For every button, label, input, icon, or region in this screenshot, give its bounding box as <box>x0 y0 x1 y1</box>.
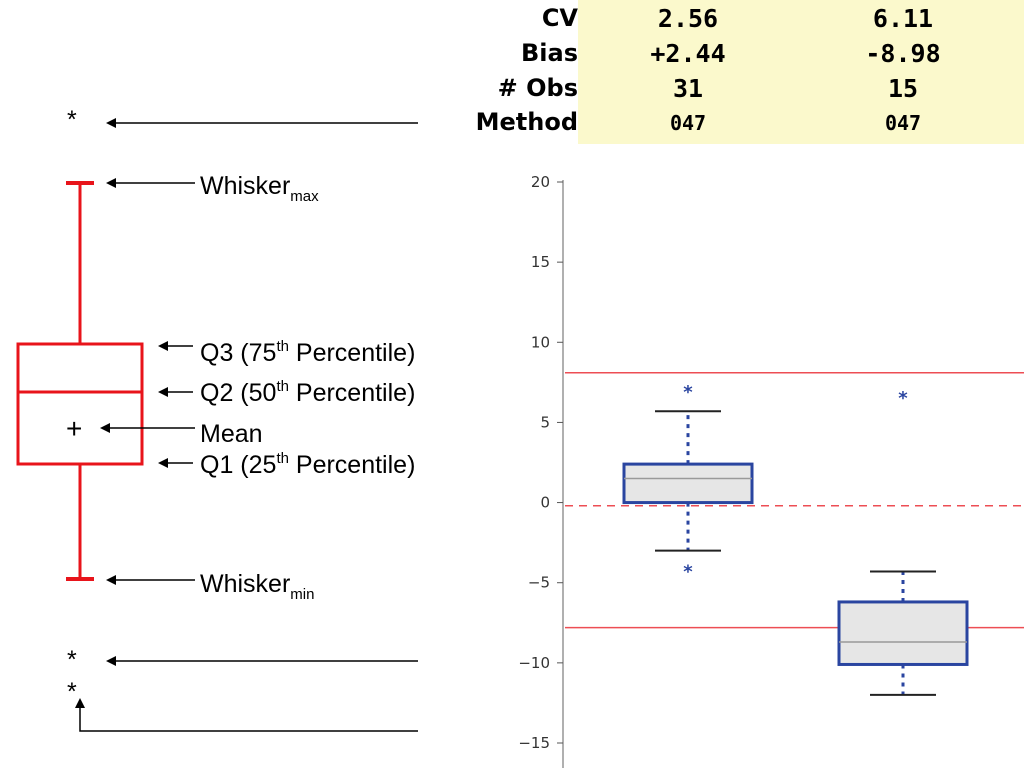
obs-label: # Obs <box>497 74 578 102</box>
outlier-marker-low-2: * <box>67 678 77 706</box>
bias-value-2: -8.98 <box>865 39 941 68</box>
stats-row-method: Method 047 047 <box>440 108 1024 143</box>
box-1 <box>622 462 754 505</box>
q1-label: Q1 (25th Percentile) <box>200 450 415 479</box>
y-tick-label: −5 <box>528 574 550 592</box>
method-value-1: 047 <box>669 111 707 135</box>
y-tick-label: 15 <box>531 253 550 271</box>
legend-mean-marker: + <box>66 413 82 444</box>
outlier-marker-top: * <box>67 106 77 134</box>
obs-value-1: 31 <box>672 74 704 103</box>
outlier-marker-low-1: * <box>67 646 77 674</box>
y-tick-label: −10 <box>518 654 550 672</box>
method-value-2: 047 <box>884 111 922 135</box>
y-tick-label: 0 <box>540 494 550 512</box>
outlier-1-1: * <box>683 382 693 403</box>
y-tick-label: 10 <box>531 333 550 351</box>
whisker-min-label: Whiskermin <box>200 570 314 603</box>
outlier-2-1: * <box>898 388 908 409</box>
outlier-1-2: * <box>683 561 693 582</box>
stats-row-obs: # Obs 31 15 <box>440 74 1024 109</box>
y-tick-label: 20 <box>531 173 550 191</box>
stats-row-bias: Bias +2.44 -8.98 <box>440 39 1024 74</box>
stats-row-cv: CV 2.56 6.11 <box>440 4 1024 39</box>
mean-label: Mean <box>200 420 263 448</box>
stats-table: CV 2.56 6.11 Bias +2.44 -8.98 # Obs 31 1… <box>440 0 1024 144</box>
whisker-max-label: Whiskermax <box>200 172 319 205</box>
bias-label: Bias <box>521 39 578 67</box>
bias-value-1: +2.44 <box>650 39 726 68</box>
obs-value-2: 15 <box>887 74 919 103</box>
legend-box <box>16 342 144 466</box>
cv-label: CV <box>541 4 578 32</box>
stats-table-background <box>578 0 1024 144</box>
box-2 <box>837 600 969 666</box>
y-tick-label: −15 <box>518 734 550 752</box>
q3-label: Q3 (75th Percentile) <box>200 338 415 367</box>
boxplot-legend: * Whiskermax + Q3 (75th Percentile) Q2 (… <box>16 106 418 732</box>
cv-value-1: 2.56 <box>657 4 719 33</box>
box-plot-chart: 20 15 10 5 0 −5 −10 −15 * * * <box>518 173 1024 768</box>
cv-value-2: 6.11 <box>872 4 934 33</box>
y-tick-label: 5 <box>540 413 550 431</box>
method-label: Method <box>475 108 578 136</box>
q2-label: Q2 (50th Percentile) <box>200 378 415 407</box>
